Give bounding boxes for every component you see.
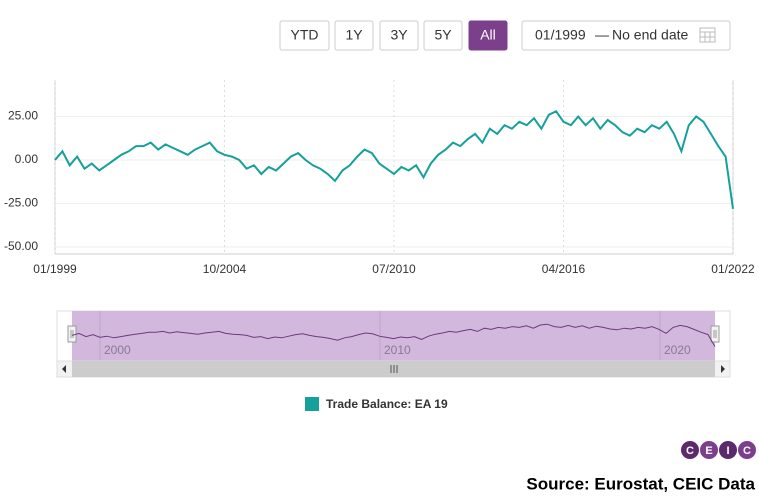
date-end: No end date: [612, 27, 688, 43]
range-button-label: 5Y: [434, 27, 452, 43]
x-tick-label: 10/2004: [203, 262, 247, 276]
logo-letter: C: [743, 445, 751, 457]
y-tick-label: -25.00: [4, 196, 38, 210]
logo-circle: [719, 441, 737, 459]
navigator-handle[interactable]: [710, 325, 720, 343]
logo-circle: [738, 441, 756, 459]
range-button[interactable]: [379, 20, 419, 51]
navigator-label: 2000: [104, 343, 131, 357]
range-button[interactable]: [334, 20, 374, 51]
date-separator: —: [595, 27, 609, 43]
scroll-right[interactable]: [721, 365, 725, 373]
range-button-label: All: [480, 27, 496, 43]
legend-label: Trade Balance: EA 19: [326, 397, 448, 411]
x-tick-label: 04/2016: [542, 262, 586, 276]
calendar-icon[interactable]: [699, 27, 716, 43]
range-button[interactable]: [423, 20, 463, 51]
y-tick-label: 25.00: [8, 109, 38, 123]
series-line: [54, 110, 734, 209]
logo-letter: C: [686, 445, 694, 457]
legend-swatch: [305, 397, 319, 411]
scrollbar-grip: [390, 365, 398, 373]
range-button[interactable]: [279, 20, 330, 51]
date-picker[interactable]: [521, 20, 731, 51]
x-tick-label: 01/1999: [33, 262, 77, 276]
navigator-handle[interactable]: [67, 325, 77, 343]
range-button-label: 3Y: [390, 27, 408, 43]
logo-letter: E: [705, 445, 712, 457]
navigator-label: 2020: [664, 343, 691, 357]
logo-circle: [681, 441, 699, 459]
date-start: 01/1999: [535, 27, 586, 43]
navigator-line: [71, 323, 716, 347]
y-tick-label: -50.00: [4, 239, 38, 253]
x-tick-label: 07/2010: [372, 262, 416, 276]
range-button-label: YTD: [291, 27, 319, 43]
x-tick-label: 01/2022: [711, 262, 755, 276]
logo-circle: [700, 441, 718, 459]
scroll-left[interactable]: [62, 365, 66, 373]
logo-letter: I: [726, 445, 729, 457]
navigator-selection[interactable]: [72, 311, 715, 361]
navigator-label: 2010: [384, 343, 411, 357]
y-tick-label: 0.00: [15, 152, 39, 166]
source: Source: Eurostat, CEIC Data: [526, 474, 755, 493]
range-button-label: 1Y: [345, 27, 363, 43]
range-button[interactable]: [468, 20, 508, 51]
